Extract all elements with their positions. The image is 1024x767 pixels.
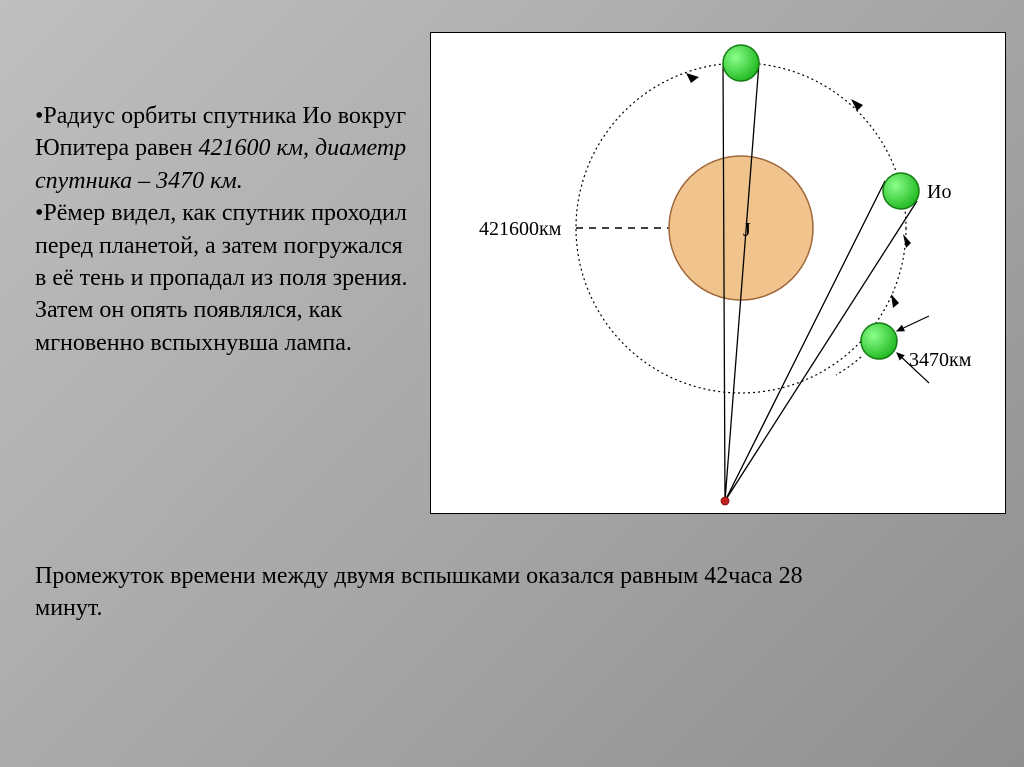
jupiter-planet <box>669 156 813 300</box>
bullet-1-content: •Радиус орбиты спутника Ио вокруг Юпитер… <box>35 100 415 197</box>
bottom-text-content: Промежуток времени между двумя вспышками… <box>35 563 803 621</box>
bottom-text: Промежуток времени между двумя вспышками… <box>35 560 815 625</box>
bullet-2: •Рёмер видел, как спутник проходил перед… <box>35 197 415 359</box>
bullet-2-text: •Рёмер видел, как спутник проходил перед… <box>35 197 415 359</box>
main-text-column: •Радиус орбиты спутника Ио вокруг Юпитер… <box>35 100 415 359</box>
io-label: Ио <box>927 181 951 203</box>
moon-diameter-label: 3470км <box>909 349 972 371</box>
observer-point <box>721 497 729 505</box>
moon-continuation-arc <box>836 357 861 375</box>
bullet-1: •Радиус орбиты спутника Ио вокруг Юпитер… <box>35 100 415 197</box>
diagram-svg: J 421600км Ио 3470км <box>431 33 1005 513</box>
orbit-diagram: J 421600км Ио 3470км <box>430 32 1006 514</box>
radius-label: 421600км <box>479 218 562 240</box>
